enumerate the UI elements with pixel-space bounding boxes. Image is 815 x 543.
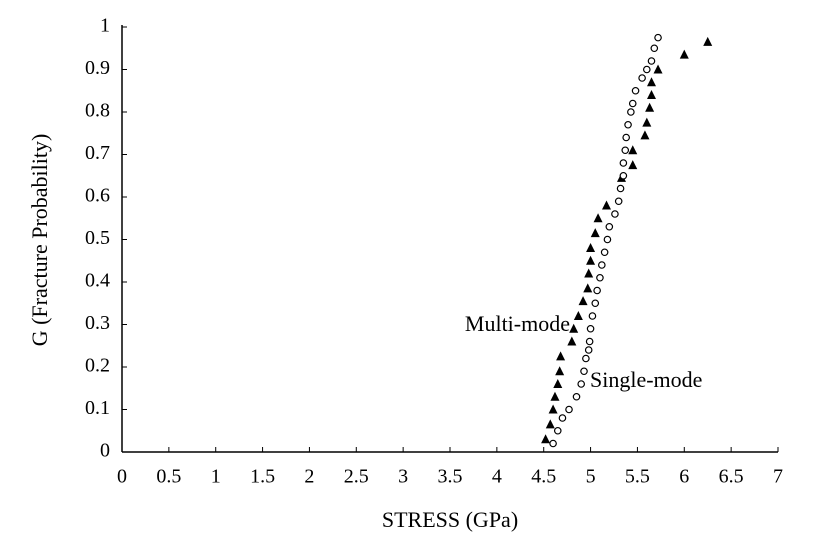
circle-marker bbox=[614, 197, 623, 206]
y-axis-label: G (Fracture Probability) bbox=[27, 134, 52, 347]
circle-marker bbox=[586, 324, 595, 333]
x-tick-label: 6.5 bbox=[719, 466, 744, 488]
x-tick-label: 3 bbox=[398, 466, 408, 488]
triangle-marker bbox=[640, 130, 650, 140]
series-annotation: Single-mode bbox=[590, 367, 702, 392]
triangle-marker bbox=[646, 77, 656, 87]
triangle-marker bbox=[545, 419, 555, 429]
triangle-marker bbox=[586, 243, 596, 252]
y-tick-label: 0.9 bbox=[85, 57, 110, 79]
triangle-marker bbox=[569, 323, 579, 333]
triangle-marker bbox=[548, 404, 558, 414]
circle-marker bbox=[650, 44, 659, 53]
x-tick-label: 0.5 bbox=[156, 466, 181, 488]
circle-marker bbox=[621, 146, 630, 155]
circle-marker bbox=[627, 108, 635, 116]
triangle-marker bbox=[573, 311, 583, 320]
triangle-marker bbox=[653, 64, 663, 74]
triangle-marker bbox=[590, 228, 600, 238]
circle-marker bbox=[549, 439, 557, 448]
y-tick-label: 0.5 bbox=[85, 227, 110, 249]
circle-marker bbox=[619, 159, 628, 167]
circle-marker bbox=[585, 337, 594, 346]
circle-marker bbox=[588, 312, 597, 320]
y-tick-label: 0 bbox=[100, 440, 110, 462]
x-tick-label: 1 bbox=[211, 466, 221, 488]
circle-marker bbox=[553, 426, 562, 435]
y-tick-label: 0.7 bbox=[85, 142, 110, 164]
circle-marker bbox=[572, 392, 581, 401]
triangle-marker bbox=[628, 145, 638, 155]
circle-marker bbox=[654, 33, 662, 42]
triangle-marker bbox=[555, 366, 565, 376]
circle-marker bbox=[603, 235, 612, 244]
y-tick-label: 0.6 bbox=[85, 185, 110, 207]
x-axis-label: STRESS (GPa) bbox=[382, 507, 518, 532]
y-tick-label: 0.1 bbox=[85, 397, 110, 419]
circle-marker bbox=[624, 120, 632, 129]
y-tick-label: 0.8 bbox=[85, 100, 110, 122]
y-tick-label: 0.2 bbox=[85, 355, 110, 377]
triangle-marker bbox=[593, 213, 603, 223]
triangle-marker bbox=[703, 36, 713, 46]
circle-marker bbox=[582, 354, 590, 363]
triangle-marker bbox=[541, 434, 551, 444]
circle-marker bbox=[622, 133, 630, 142]
y-tick-label: 0.3 bbox=[85, 312, 110, 334]
x-tick-label: 6 bbox=[679, 466, 689, 488]
triangle-marker bbox=[642, 117, 652, 127]
triangle-marker bbox=[553, 379, 563, 388]
circle-marker bbox=[647, 57, 656, 65]
triangle-marker bbox=[679, 49, 689, 59]
circle-marker bbox=[593, 286, 601, 295]
x-tick-label: 4.5 bbox=[531, 466, 556, 488]
x-tick-label: 5 bbox=[586, 466, 596, 488]
circle-marker bbox=[628, 99, 637, 108]
x-tick-label: 1.5 bbox=[250, 466, 275, 488]
circle-marker bbox=[611, 210, 619, 218]
triangle-marker bbox=[556, 351, 566, 361]
x-tick-label: 5.5 bbox=[625, 466, 650, 488]
circle-marker bbox=[591, 299, 600, 308]
triangle-marker bbox=[550, 391, 560, 401]
triangle-marker bbox=[645, 102, 655, 112]
triangle-marker bbox=[583, 283, 593, 293]
triangle-marker bbox=[646, 90, 656, 99]
triangle-marker bbox=[584, 268, 594, 278]
triangle-marker bbox=[602, 200, 612, 210]
circle-marker bbox=[605, 222, 614, 231]
x-tick-label: 7 bbox=[773, 466, 783, 488]
triangle-marker bbox=[578, 296, 588, 306]
circle-marker bbox=[598, 261, 606, 269]
triangle-marker bbox=[567, 336, 577, 346]
circle-marker bbox=[631, 86, 640, 95]
y-tick-label: 0.4 bbox=[85, 270, 110, 292]
circle-marker bbox=[638, 74, 646, 82]
circle-marker bbox=[596, 273, 604, 282]
series-annotation: Multi-mode bbox=[465, 311, 570, 336]
x-tick-label: 4 bbox=[492, 466, 502, 488]
y-tick-label: 1 bbox=[100, 15, 110, 37]
triangle-marker bbox=[628, 160, 638, 170]
circle-marker bbox=[600, 248, 609, 257]
x-tick-label: 2 bbox=[304, 466, 314, 488]
circle-marker bbox=[642, 65, 651, 74]
x-tick-label: 3.5 bbox=[438, 466, 463, 488]
circle-marker bbox=[619, 171, 628, 180]
triangle-marker bbox=[586, 255, 596, 265]
circle-marker bbox=[584, 346, 593, 354]
circle-marker bbox=[580, 367, 588, 376]
circle-marker bbox=[565, 405, 573, 414]
x-tick-label: 2.5 bbox=[344, 466, 369, 488]
circle-marker bbox=[577, 380, 586, 388]
x-tick-label: 0 bbox=[117, 466, 127, 488]
circle-marker bbox=[558, 414, 567, 422]
circle-marker bbox=[616, 184, 625, 193]
